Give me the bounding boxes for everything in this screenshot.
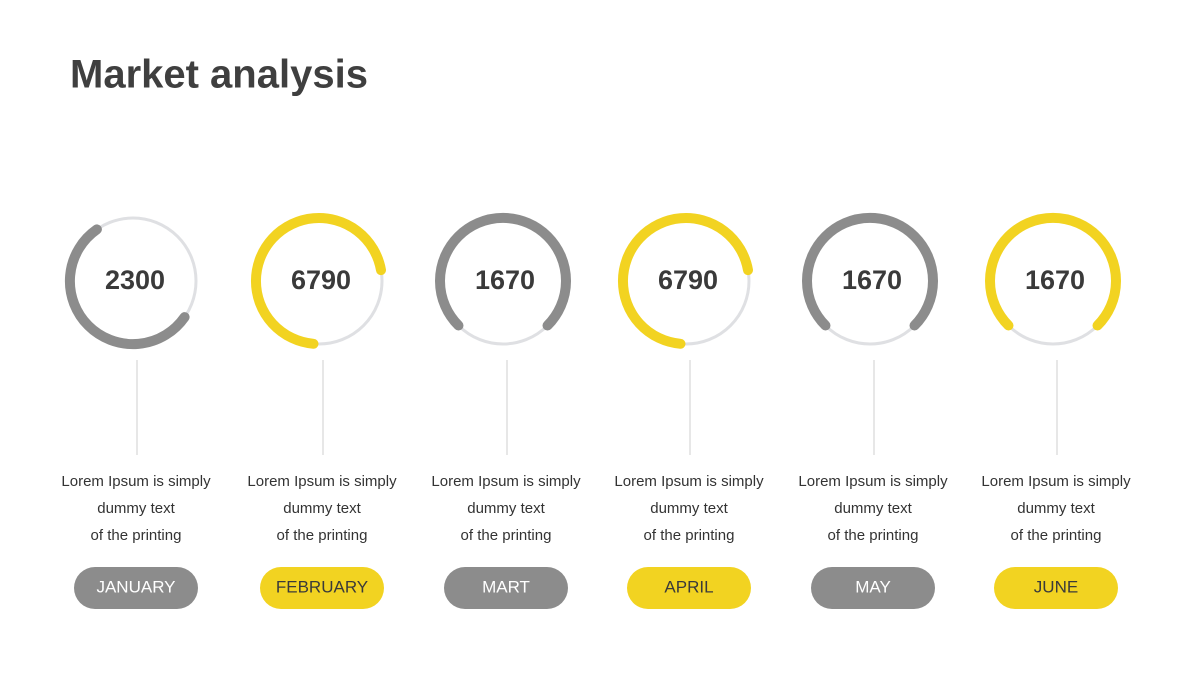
description-line: of the printing — [644, 527, 735, 544]
description-line: Lorem Ipsum is simply — [247, 473, 397, 490]
ring-value: 6790 — [291, 265, 351, 295]
ring-arc — [64, 224, 190, 350]
description-line: Lorem Ipsum is simply — [981, 473, 1131, 490]
description-line: of the printing — [461, 527, 552, 544]
description-line: of the printing — [1011, 527, 1102, 544]
description-line: dummy text — [834, 500, 912, 517]
month-label: JANUARY — [96, 577, 175, 596]
ring-value: 1670 — [842, 265, 902, 295]
description-line: Lorem Ipsum is simply — [614, 473, 764, 490]
title: Market analysis — [70, 53, 368, 97]
rings — [64, 212, 1121, 350]
ring-value: 6790 — [658, 265, 718, 295]
month-pill — [994, 567, 1118, 609]
month-label: APRIL — [664, 577, 713, 596]
description-line: dummy text — [467, 500, 545, 517]
month-pill — [627, 567, 751, 609]
description-line: dummy text — [650, 500, 728, 517]
description-line: Lorem Ipsum is simply — [61, 473, 211, 490]
ring-value: 1670 — [475, 265, 535, 295]
description-line: dummy text — [283, 500, 361, 517]
ring-arc — [617, 213, 753, 349]
description-line: Lorem Ipsum is simply — [798, 473, 948, 490]
description-line: of the printing — [277, 527, 368, 544]
description-line: dummy text — [97, 500, 175, 517]
description-line: of the printing — [91, 527, 182, 544]
month-label: MAY — [855, 577, 891, 596]
ring-arc — [802, 212, 938, 331]
month-pill — [444, 567, 568, 609]
month-label: JUNE — [1034, 577, 1078, 596]
month-pill — [74, 567, 198, 609]
description-line: of the printing — [828, 527, 919, 544]
month-label: FEBRUARY — [276, 577, 368, 596]
description-line: dummy text — [1017, 500, 1095, 517]
ring-value: 2300 — [105, 265, 165, 295]
ring-value: 1670 — [1025, 265, 1085, 295]
ring-arc — [435, 212, 571, 331]
description-line: Lorem Ipsum is simply — [431, 473, 581, 490]
ring-arc — [985, 212, 1121, 331]
ring-arc — [250, 213, 386, 349]
month-pill — [260, 567, 384, 609]
month-pill — [811, 567, 935, 609]
month-label: MART — [482, 577, 530, 596]
